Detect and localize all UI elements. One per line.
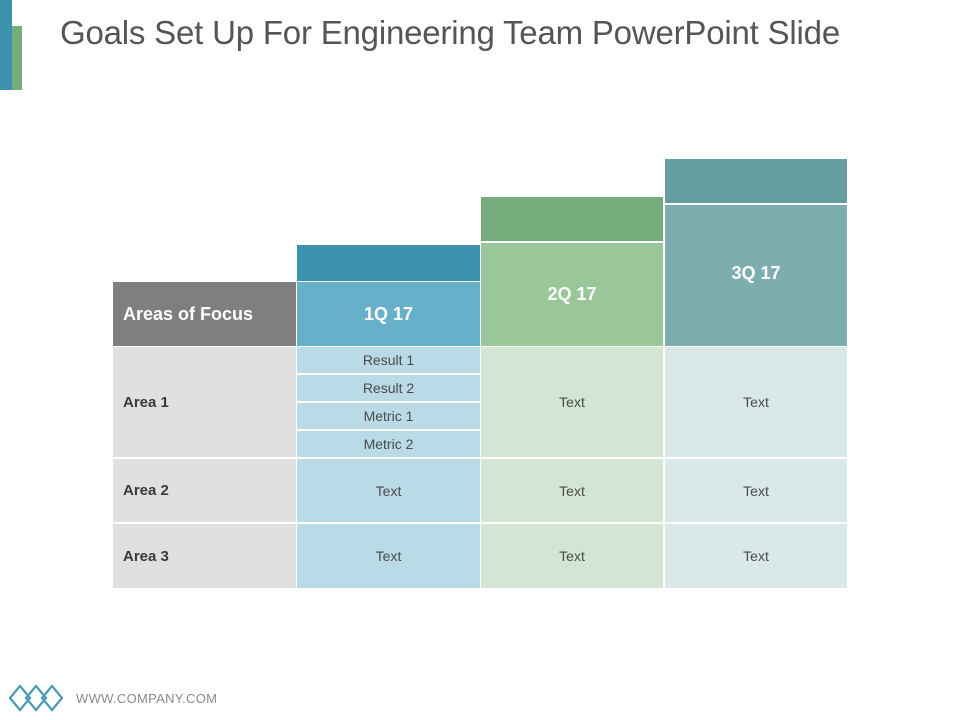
company-logo-icon xyxy=(8,684,64,712)
area-1-metric-2: Metric 2 xyxy=(297,431,480,457)
accent-bar-green xyxy=(12,26,22,90)
area-1-label: Area 1 xyxy=(113,347,296,457)
quarter-header-1q17: 1Q 17 xyxy=(297,282,480,346)
area-1-metric-1: Metric 1 xyxy=(297,403,480,429)
area-2-2q17-text: Text xyxy=(481,459,663,522)
area-2-label: Area 2 xyxy=(113,459,296,522)
quarter-header-2q17: 2Q 17 xyxy=(481,243,663,346)
area-1-2q17-text: Text xyxy=(481,347,663,457)
accent-bar-blue xyxy=(0,0,12,90)
q3-top-block xyxy=(665,159,847,203)
area-1-3q17-text: Text xyxy=(665,347,847,457)
footer-website: WWW.COMPANY.COM xyxy=(76,691,218,706)
area-3-label: Area 3 xyxy=(113,524,296,588)
slide-title: Goals Set Up For Engineering Team PowerP… xyxy=(60,14,840,51)
areas-of-focus-header: Areas of Focus xyxy=(113,282,296,346)
area-1-result-2: Result 2 xyxy=(297,375,480,401)
q2-top-block xyxy=(481,197,663,241)
quarter-header-3q17: 3Q 17 xyxy=(665,205,847,346)
q1-top-block xyxy=(297,245,480,281)
area-1-result-1: Result 1 xyxy=(297,347,480,373)
area-2-1q17-text: Text xyxy=(297,459,480,522)
area-2-3q17-text: Text xyxy=(665,459,847,522)
area-3-3q17-text: Text xyxy=(665,524,847,588)
area-3-1q17-text: Text xyxy=(297,524,480,588)
area-3-2q17-text: Text xyxy=(481,524,663,588)
